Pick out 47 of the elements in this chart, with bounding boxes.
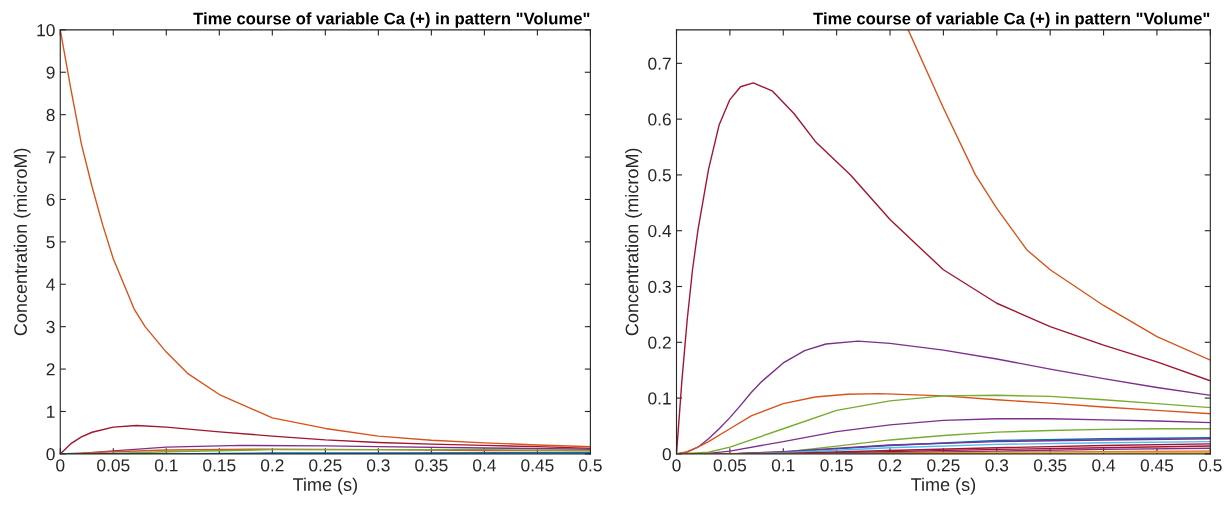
- x-tick-label: 0.1: [771, 459, 795, 472]
- y-axis-title: Concentration (microM): [13, 148, 31, 336]
- x-tick-label: 0.25: [309, 459, 342, 472]
- y-tick-label: 6: [46, 193, 55, 206]
- y-tick-label: 10: [37, 24, 55, 37]
- y-tick-label: 1: [47, 405, 55, 418]
- x-tick-label: 0.15: [820, 459, 853, 472]
- x-tick-label: 0.15: [203, 459, 236, 472]
- y-tick-label: 0: [46, 448, 55, 461]
- x-tick-label: 0.3: [985, 459, 1009, 472]
- y-tick-label: 9: [46, 66, 55, 79]
- y-tick-label: 0.6: [648, 113, 671, 126]
- y-axis-title: Concentration (microM): [625, 148, 642, 336]
- x-axis-title: Time (s): [292, 477, 357, 495]
- x-tick-label: 0.5: [1198, 459, 1222, 472]
- x-tick-label: 0: [56, 459, 65, 472]
- y-tick-label: 0.2: [648, 336, 671, 349]
- x-tick-label: 0.25: [927, 459, 960, 472]
- x-tick-label: 0.35: [1033, 459, 1067, 472]
- x-tick-label: 0.1: [154, 459, 178, 472]
- x-tick-label: 0.4: [1092, 459, 1116, 472]
- y-tick-label: 4: [46, 278, 55, 291]
- y-tick-label: 3: [46, 320, 55, 334]
- x-tick-label: 0.45: [1140, 459, 1174, 472]
- y-tick-label: 8: [46, 108, 55, 122]
- x-tick-label: 0.2: [260, 459, 284, 472]
- y-tick-label: 5: [46, 236, 55, 249]
- y-tick-label: 0.7: [648, 57, 671, 70]
- chart-title: Time course of variable Ca (+) in pattern "Volume": [813, 12, 1210, 28]
- x-tick-label: 0.05: [713, 459, 747, 472]
- y-tick-label: 0.5: [648, 169, 671, 182]
- y-tick-label: 0.1: [648, 392, 671, 405]
- y-tick-label: 0.3: [648, 280, 671, 293]
- x-tick-label: 0: [672, 459, 681, 472]
- x-tick-label: 0.3: [366, 459, 390, 472]
- y-tick-label: 0: [662, 448, 671, 461]
- y-tick-label: 2: [46, 363, 55, 376]
- chart-title: Time course of variable Ca (+) in pattern "Volume": [193, 12, 590, 28]
- x-tick-label: 0.4: [472, 459, 496, 472]
- y-tick-label: 0.4: [648, 224, 672, 238]
- x-axis-title: Time (s): [911, 477, 976, 495]
- x-tick-label: 0.05: [97, 459, 130, 472]
- x-tick-label: 0.45: [521, 459, 554, 472]
- y-tick-label: 7: [46, 151, 55, 164]
- x-tick-label: 0.2: [878, 459, 902, 472]
- x-tick-label: 0.35: [415, 459, 448, 472]
- x-tick-label: 0.5: [579, 459, 602, 472]
